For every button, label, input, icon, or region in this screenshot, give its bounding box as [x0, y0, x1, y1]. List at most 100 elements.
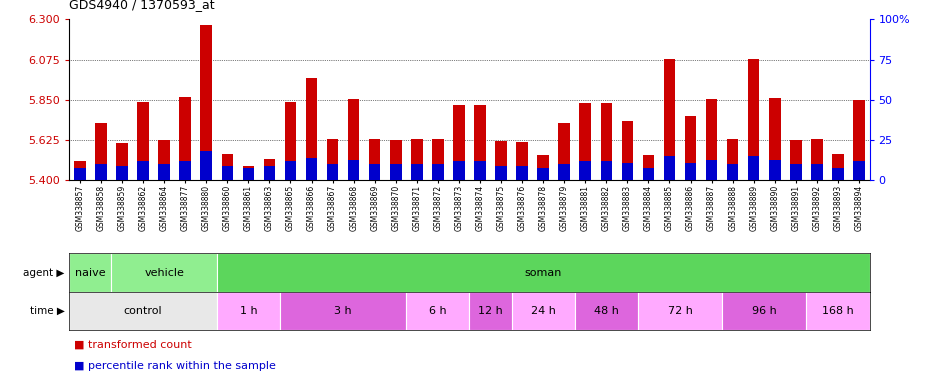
Text: 1 h: 1 h [240, 306, 257, 316]
Bar [684, 163, 697, 180]
Bar [600, 103, 612, 180]
Bar [807, 292, 870, 330]
Bar [537, 167, 549, 180]
Bar [406, 292, 470, 330]
Bar [348, 99, 360, 180]
Bar [390, 164, 401, 180]
Text: 72 h: 72 h [668, 306, 693, 316]
Bar [216, 292, 280, 330]
Bar [495, 141, 507, 180]
Text: agent ▶: agent ▶ [23, 268, 65, 278]
Bar [853, 100, 865, 180]
Bar [306, 158, 317, 180]
Bar [280, 292, 406, 330]
Text: 12 h: 12 h [478, 306, 503, 316]
Bar [137, 161, 149, 180]
Bar [853, 161, 865, 180]
Bar [579, 161, 591, 180]
Bar [95, 164, 106, 180]
Bar [112, 253, 216, 292]
Bar [74, 167, 86, 180]
Bar [327, 164, 339, 180]
Bar [242, 167, 254, 180]
Bar [432, 139, 444, 180]
Bar [727, 164, 738, 180]
Bar [179, 97, 191, 180]
Bar [559, 164, 570, 180]
Bar [663, 156, 675, 180]
Bar [495, 166, 507, 180]
Bar [179, 161, 191, 180]
Bar [811, 164, 822, 180]
Bar [643, 156, 654, 180]
Text: GDS4940 / 1370593_at: GDS4940 / 1370593_at [69, 0, 215, 12]
Bar [117, 143, 128, 180]
Bar [95, 123, 106, 180]
Bar [663, 59, 675, 180]
Bar [137, 102, 149, 180]
Text: 168 h: 168 h [822, 306, 854, 316]
Bar [411, 139, 423, 180]
Bar [475, 105, 486, 180]
Bar [306, 78, 317, 180]
Text: 48 h: 48 h [594, 306, 619, 316]
Bar [264, 159, 276, 180]
Text: 6 h: 6 h [429, 306, 447, 316]
Bar [285, 161, 296, 180]
Bar [512, 292, 574, 330]
Bar [242, 166, 254, 180]
Text: soman: soman [524, 268, 561, 278]
Bar [69, 253, 112, 292]
Bar [790, 164, 802, 180]
Bar [216, 253, 870, 292]
Bar [706, 159, 718, 180]
Bar [201, 25, 212, 180]
Bar [327, 139, 339, 180]
Bar [516, 142, 528, 180]
Bar [516, 166, 528, 180]
Text: ■ transformed count: ■ transformed count [74, 339, 191, 349]
Bar [285, 102, 296, 180]
Text: ■ percentile rank within the sample: ■ percentile rank within the sample [74, 361, 276, 371]
Text: 3 h: 3 h [334, 306, 352, 316]
Bar [643, 167, 654, 180]
Bar [748, 156, 759, 180]
Bar [470, 292, 512, 330]
Bar [832, 154, 844, 180]
Bar [369, 164, 380, 180]
Text: vehicle: vehicle [144, 268, 184, 278]
Bar [638, 292, 722, 330]
Text: 24 h: 24 h [531, 306, 556, 316]
Bar [411, 164, 423, 180]
Bar [369, 139, 380, 180]
Bar [221, 166, 233, 180]
Bar [158, 164, 170, 180]
Text: control: control [124, 306, 163, 316]
Bar [579, 103, 591, 180]
Bar [158, 140, 170, 180]
Bar [811, 139, 822, 180]
Bar [74, 161, 86, 180]
Bar [264, 166, 276, 180]
Bar [769, 98, 781, 180]
Bar [453, 161, 464, 180]
Bar [832, 167, 844, 180]
Bar [722, 292, 807, 330]
Bar [201, 151, 212, 180]
Bar [69, 292, 216, 330]
Bar [769, 159, 781, 180]
Text: naive: naive [75, 268, 105, 278]
Bar [684, 116, 697, 180]
Bar [453, 105, 464, 180]
Bar [117, 166, 128, 180]
Bar [706, 99, 718, 180]
Bar [727, 139, 738, 180]
Bar [622, 121, 633, 180]
Bar [390, 140, 401, 180]
Bar [221, 154, 233, 180]
Bar [574, 292, 638, 330]
Bar [537, 156, 549, 180]
Bar [790, 140, 802, 180]
Bar [748, 59, 759, 180]
Bar [432, 164, 444, 180]
